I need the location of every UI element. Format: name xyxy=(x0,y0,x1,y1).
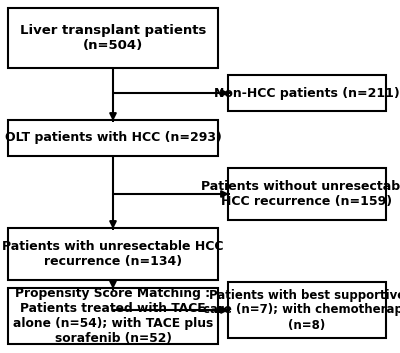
Text: Liver transplant patients
(n=504): Liver transplant patients (n=504) xyxy=(20,24,206,52)
Bar xyxy=(8,228,218,280)
Text: Non-HCC patients (n=211): Non-HCC patients (n=211) xyxy=(214,86,400,100)
Bar xyxy=(228,282,386,338)
Text: Patients with unresectable HCC
recurrence (n=134): Patients with unresectable HCC recurrenc… xyxy=(2,240,224,268)
Text: Patients with best supportive
care (n=7); with chemotherapy
(n=8): Patients with best supportive care (n=7)… xyxy=(203,288,400,331)
Bar xyxy=(228,168,386,220)
Bar xyxy=(8,120,218,156)
Bar xyxy=(8,288,218,344)
Text: OLT patients with HCC (n=293): OLT patients with HCC (n=293) xyxy=(4,132,222,144)
Bar xyxy=(228,75,386,111)
Text: Propensity Score Matching :
Patients treated with TACE
alone (n=54); with TACE p: Propensity Score Matching : Patients tre… xyxy=(13,287,213,345)
Bar xyxy=(8,8,218,68)
Text: Patients without unresectable
HCC recurrence (n=159): Patients without unresectable HCC recurr… xyxy=(201,180,400,208)
